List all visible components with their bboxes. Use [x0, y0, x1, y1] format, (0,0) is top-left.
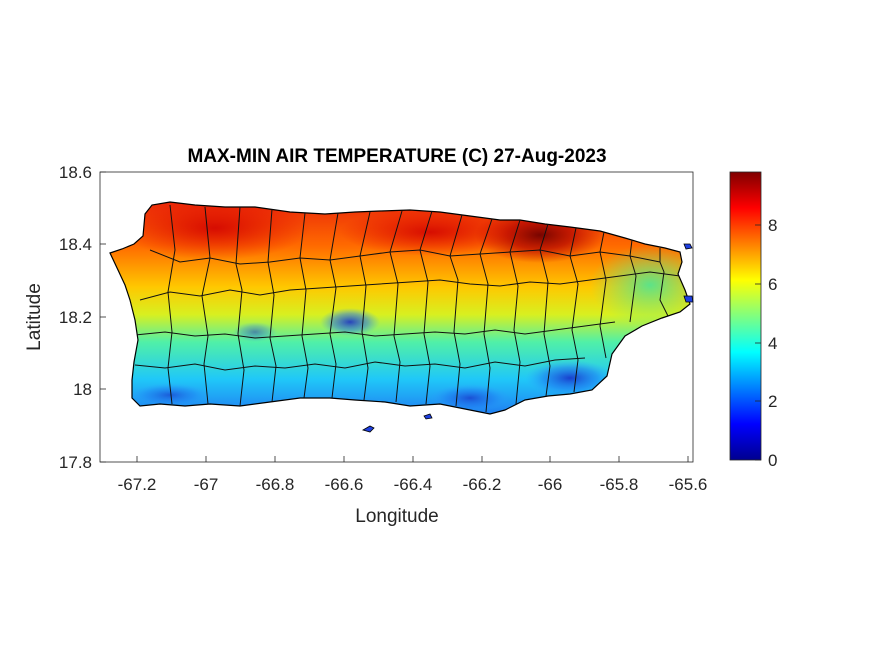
- colorbar-tick-labels: 0 2 4 6 8: [768, 216, 777, 470]
- x-tick-label: -65.6: [669, 475, 708, 494]
- colorbar-tick-label: 0: [768, 451, 777, 470]
- x-tick-label: -66.2: [463, 475, 502, 494]
- colorbar-tick-label: 4: [768, 334, 777, 353]
- x-tick-label: -67: [194, 475, 219, 494]
- y-axis: [100, 171, 106, 463]
- x-tick-label: -66.6: [325, 475, 364, 494]
- x-tick-label: -66.4: [394, 475, 433, 494]
- chart-title: MAX-MIN AIR TEMPERATURE (C) 27-Aug-2023: [187, 146, 606, 167]
- x-axis-label: Longitude: [355, 506, 438, 527]
- x-tick-label: -65.8: [600, 475, 639, 494]
- colorbar-ticks: [755, 224, 761, 461]
- island-heatmap: [110, 202, 690, 414]
- y-tick-label: 18: [73, 380, 92, 399]
- coastline: [109, 201, 691, 415]
- x-tick-label: -66: [538, 475, 563, 494]
- y-tick-label: 18.2: [59, 308, 92, 327]
- y-tick-labels: 17.8 18 18.2 18.4 18.6: [59, 163, 92, 472]
- y-tick-label: 17.8: [59, 453, 92, 472]
- municipality-boundaries: [134, 204, 681, 413]
- x-tick-label: -67.2: [118, 475, 157, 494]
- colorbar: [729, 171, 762, 461]
- colorbar-tick-label: 2: [768, 392, 777, 411]
- small-islets: [361, 243, 694, 433]
- colorbar-tick-label: 8: [768, 216, 777, 235]
- x-tick-labels: -67.2 -67 -66.8 -66.6 -66.4 -66.2 -66 -6…: [118, 475, 708, 494]
- y-axis-label: Latitude: [24, 283, 45, 351]
- x-axis: [136, 456, 689, 462]
- y-tick-label: 18.4: [59, 235, 92, 254]
- colorbar-tick-label: 6: [768, 275, 777, 294]
- y-tick-label: 18.6: [59, 163, 92, 182]
- x-tick-label: -66.8: [256, 475, 295, 494]
